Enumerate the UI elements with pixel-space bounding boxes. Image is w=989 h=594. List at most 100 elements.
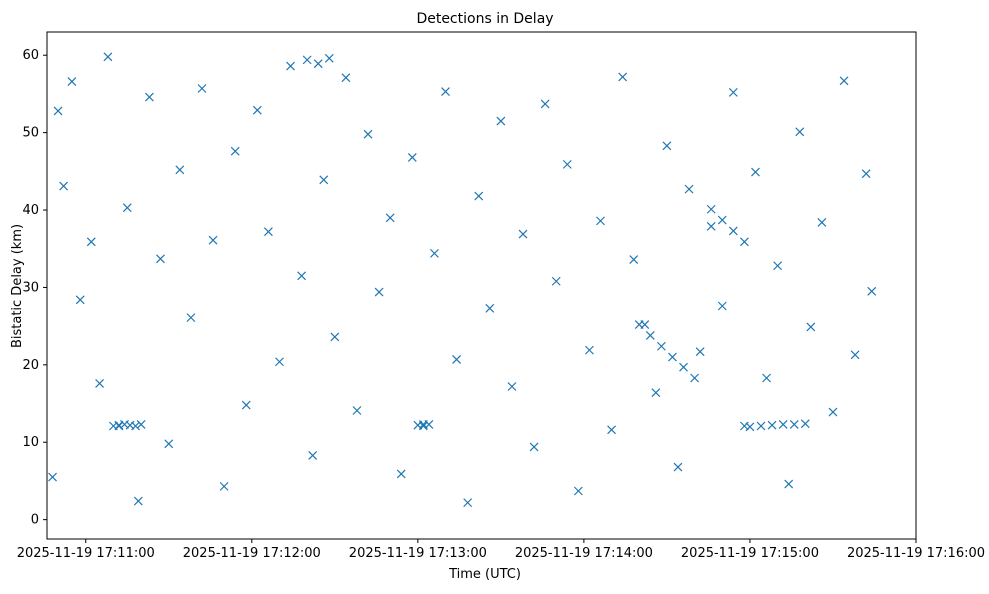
data-point — [363, 129, 373, 139]
data-point — [585, 345, 594, 355]
data-point — [679, 362, 688, 372]
x-tick-label: 2025-11-19 17:16:00 — [847, 546, 985, 561]
x-tick-label: 2025-11-19 17:13:00 — [349, 546, 487, 561]
data-point — [745, 422, 755, 432]
data-point — [374, 287, 384, 297]
data-point — [430, 248, 439, 258]
x-tick-label: 2025-11-19 17:15:00 — [681, 546, 819, 561]
data-point — [607, 425, 616, 435]
data-point — [275, 357, 284, 367]
data-point — [67, 77, 77, 86]
data-point — [767, 420, 777, 430]
data-point — [396, 469, 406, 479]
data-point — [324, 53, 334, 63]
data-point — [407, 152, 417, 162]
data-point — [806, 322, 816, 332]
data-point — [850, 350, 860, 360]
data-point — [773, 261, 783, 271]
data-point — [186, 313, 196, 323]
data-point — [618, 72, 628, 82]
data-point — [308, 450, 318, 460]
data-point — [133, 496, 143, 506]
data-point — [762, 373, 771, 383]
data-point — [175, 165, 185, 175]
data-point — [867, 286, 877, 296]
data-point — [197, 84, 207, 93]
data-point — [144, 92, 154, 102]
data-point — [717, 301, 727, 311]
data-point — [463, 498, 473, 508]
data-point — [828, 407, 838, 417]
data-point — [817, 217, 827, 227]
data-point — [385, 213, 395, 223]
y-tick-label: 10 — [22, 435, 39, 450]
data-point — [800, 419, 810, 429]
data-point — [540, 99, 550, 109]
data-point — [418, 421, 428, 431]
data-point — [673, 462, 683, 472]
data-point — [529, 442, 539, 452]
data-point — [341, 73, 351, 83]
x-tick-label: 2025-11-19 17:11:00 — [17, 546, 155, 561]
data-point — [352, 406, 362, 415]
data-point — [706, 221, 716, 231]
data-point — [751, 167, 760, 177]
data-point — [286, 61, 295, 71]
chart-title: Detections in Delay — [416, 11, 553, 27]
data-point — [136, 420, 146, 429]
data-point — [252, 105, 262, 115]
data-point — [507, 382, 517, 391]
data-point — [739, 237, 749, 247]
y-tick-label: 40 — [22, 203, 39, 218]
data-point — [551, 276, 561, 286]
data-point — [441, 87, 450, 97]
data-point — [424, 420, 434, 429]
data-point — [263, 227, 273, 237]
data-point — [695, 347, 705, 357]
data-point — [164, 439, 174, 449]
x-axis-label: Time (UTC) — [448, 567, 521, 582]
x-tick-label: 2025-11-19 17:12:00 — [183, 546, 321, 561]
data-point — [728, 87, 738, 97]
plot-frame — [46, 31, 917, 540]
data-point — [789, 420, 799, 429]
x-axis: 2025-11-19 17:11:00 2025-11-19 17:12:00 20… — [17, 539, 985, 561]
data-point — [778, 420, 788, 429]
data-point — [728, 226, 738, 236]
data-point — [629, 255, 639, 264]
data-point — [756, 421, 766, 431]
data-point — [474, 191, 484, 201]
y-tick-label: 50 — [22, 126, 39, 141]
data-point — [302, 55, 312, 65]
data-point — [330, 332, 340, 342]
data-point — [496, 116, 506, 126]
data-point — [668, 352, 677, 362]
data-point — [690, 373, 700, 383]
data-point — [297, 271, 307, 281]
data-point — [839, 76, 849, 86]
data-point — [634, 320, 644, 330]
data-point — [95, 378, 105, 388]
data-point — [241, 400, 251, 410]
data-point — [596, 216, 605, 226]
data-point — [645, 331, 655, 340]
marks-layer — [48, 52, 877, 508]
data-point — [319, 175, 329, 185]
data-point — [131, 421, 140, 431]
data-point — [75, 295, 85, 305]
y-tick-label: 20 — [22, 358, 39, 373]
data-point — [103, 52, 113, 62]
data-point — [313, 59, 323, 69]
data-point — [452, 354, 462, 364]
data-point — [717, 215, 727, 225]
data-point — [53, 106, 63, 116]
data-point — [122, 203, 132, 213]
data-point — [219, 481, 229, 491]
data-point — [156, 254, 165, 264]
data-point — [573, 486, 583, 496]
data-point — [86, 237, 96, 247]
y-tick-label: 60 — [22, 48, 39, 63]
